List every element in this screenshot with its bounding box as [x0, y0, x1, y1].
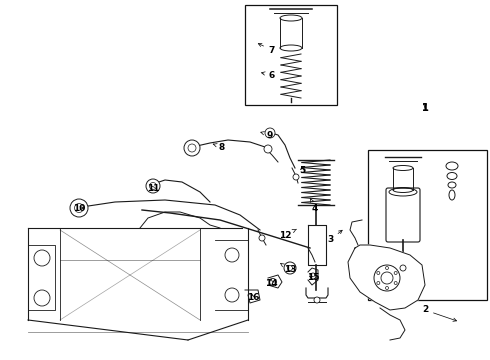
Text: 13: 13: [281, 264, 296, 275]
Text: 15: 15: [307, 274, 319, 283]
Circle shape: [381, 272, 393, 284]
Circle shape: [284, 262, 296, 274]
Circle shape: [265, 128, 275, 138]
Text: 14: 14: [265, 279, 277, 288]
Text: 7: 7: [258, 44, 275, 54]
Circle shape: [149, 183, 156, 189]
Text: 5: 5: [299, 166, 305, 175]
Circle shape: [184, 140, 200, 156]
Circle shape: [374, 265, 400, 291]
Circle shape: [70, 199, 88, 217]
Bar: [368, 150, 487, 300]
Circle shape: [225, 248, 239, 262]
Circle shape: [34, 290, 50, 306]
Text: 2: 2: [422, 306, 457, 321]
Circle shape: [394, 282, 397, 284]
Text: 1: 1: [421, 103, 428, 113]
Circle shape: [288, 266, 293, 270]
Text: 16: 16: [247, 293, 259, 302]
Circle shape: [394, 271, 397, 275]
Circle shape: [259, 235, 265, 241]
Polygon shape: [348, 245, 425, 310]
Text: 4: 4: [310, 198, 318, 212]
Circle shape: [377, 282, 380, 284]
Circle shape: [400, 265, 406, 271]
Circle shape: [293, 174, 299, 180]
Circle shape: [225, 288, 239, 302]
Text: 3: 3: [327, 230, 342, 244]
Text: 10: 10: [73, 203, 85, 212]
Circle shape: [74, 203, 83, 212]
Circle shape: [314, 297, 320, 303]
Text: 1: 1: [421, 103, 428, 113]
Circle shape: [188, 144, 196, 152]
Text: 8: 8: [213, 143, 225, 152]
Circle shape: [386, 287, 389, 289]
Text: 12: 12: [279, 229, 296, 239]
Text: 9: 9: [261, 131, 273, 140]
Circle shape: [310, 273, 316, 279]
Circle shape: [377, 271, 380, 275]
Text: 6: 6: [262, 71, 275, 80]
Circle shape: [146, 179, 160, 193]
Circle shape: [386, 266, 389, 270]
Circle shape: [34, 250, 50, 266]
Circle shape: [264, 145, 272, 153]
Bar: [245, 5, 337, 105]
Text: 11: 11: [147, 184, 159, 193]
Circle shape: [270, 279, 276, 285]
